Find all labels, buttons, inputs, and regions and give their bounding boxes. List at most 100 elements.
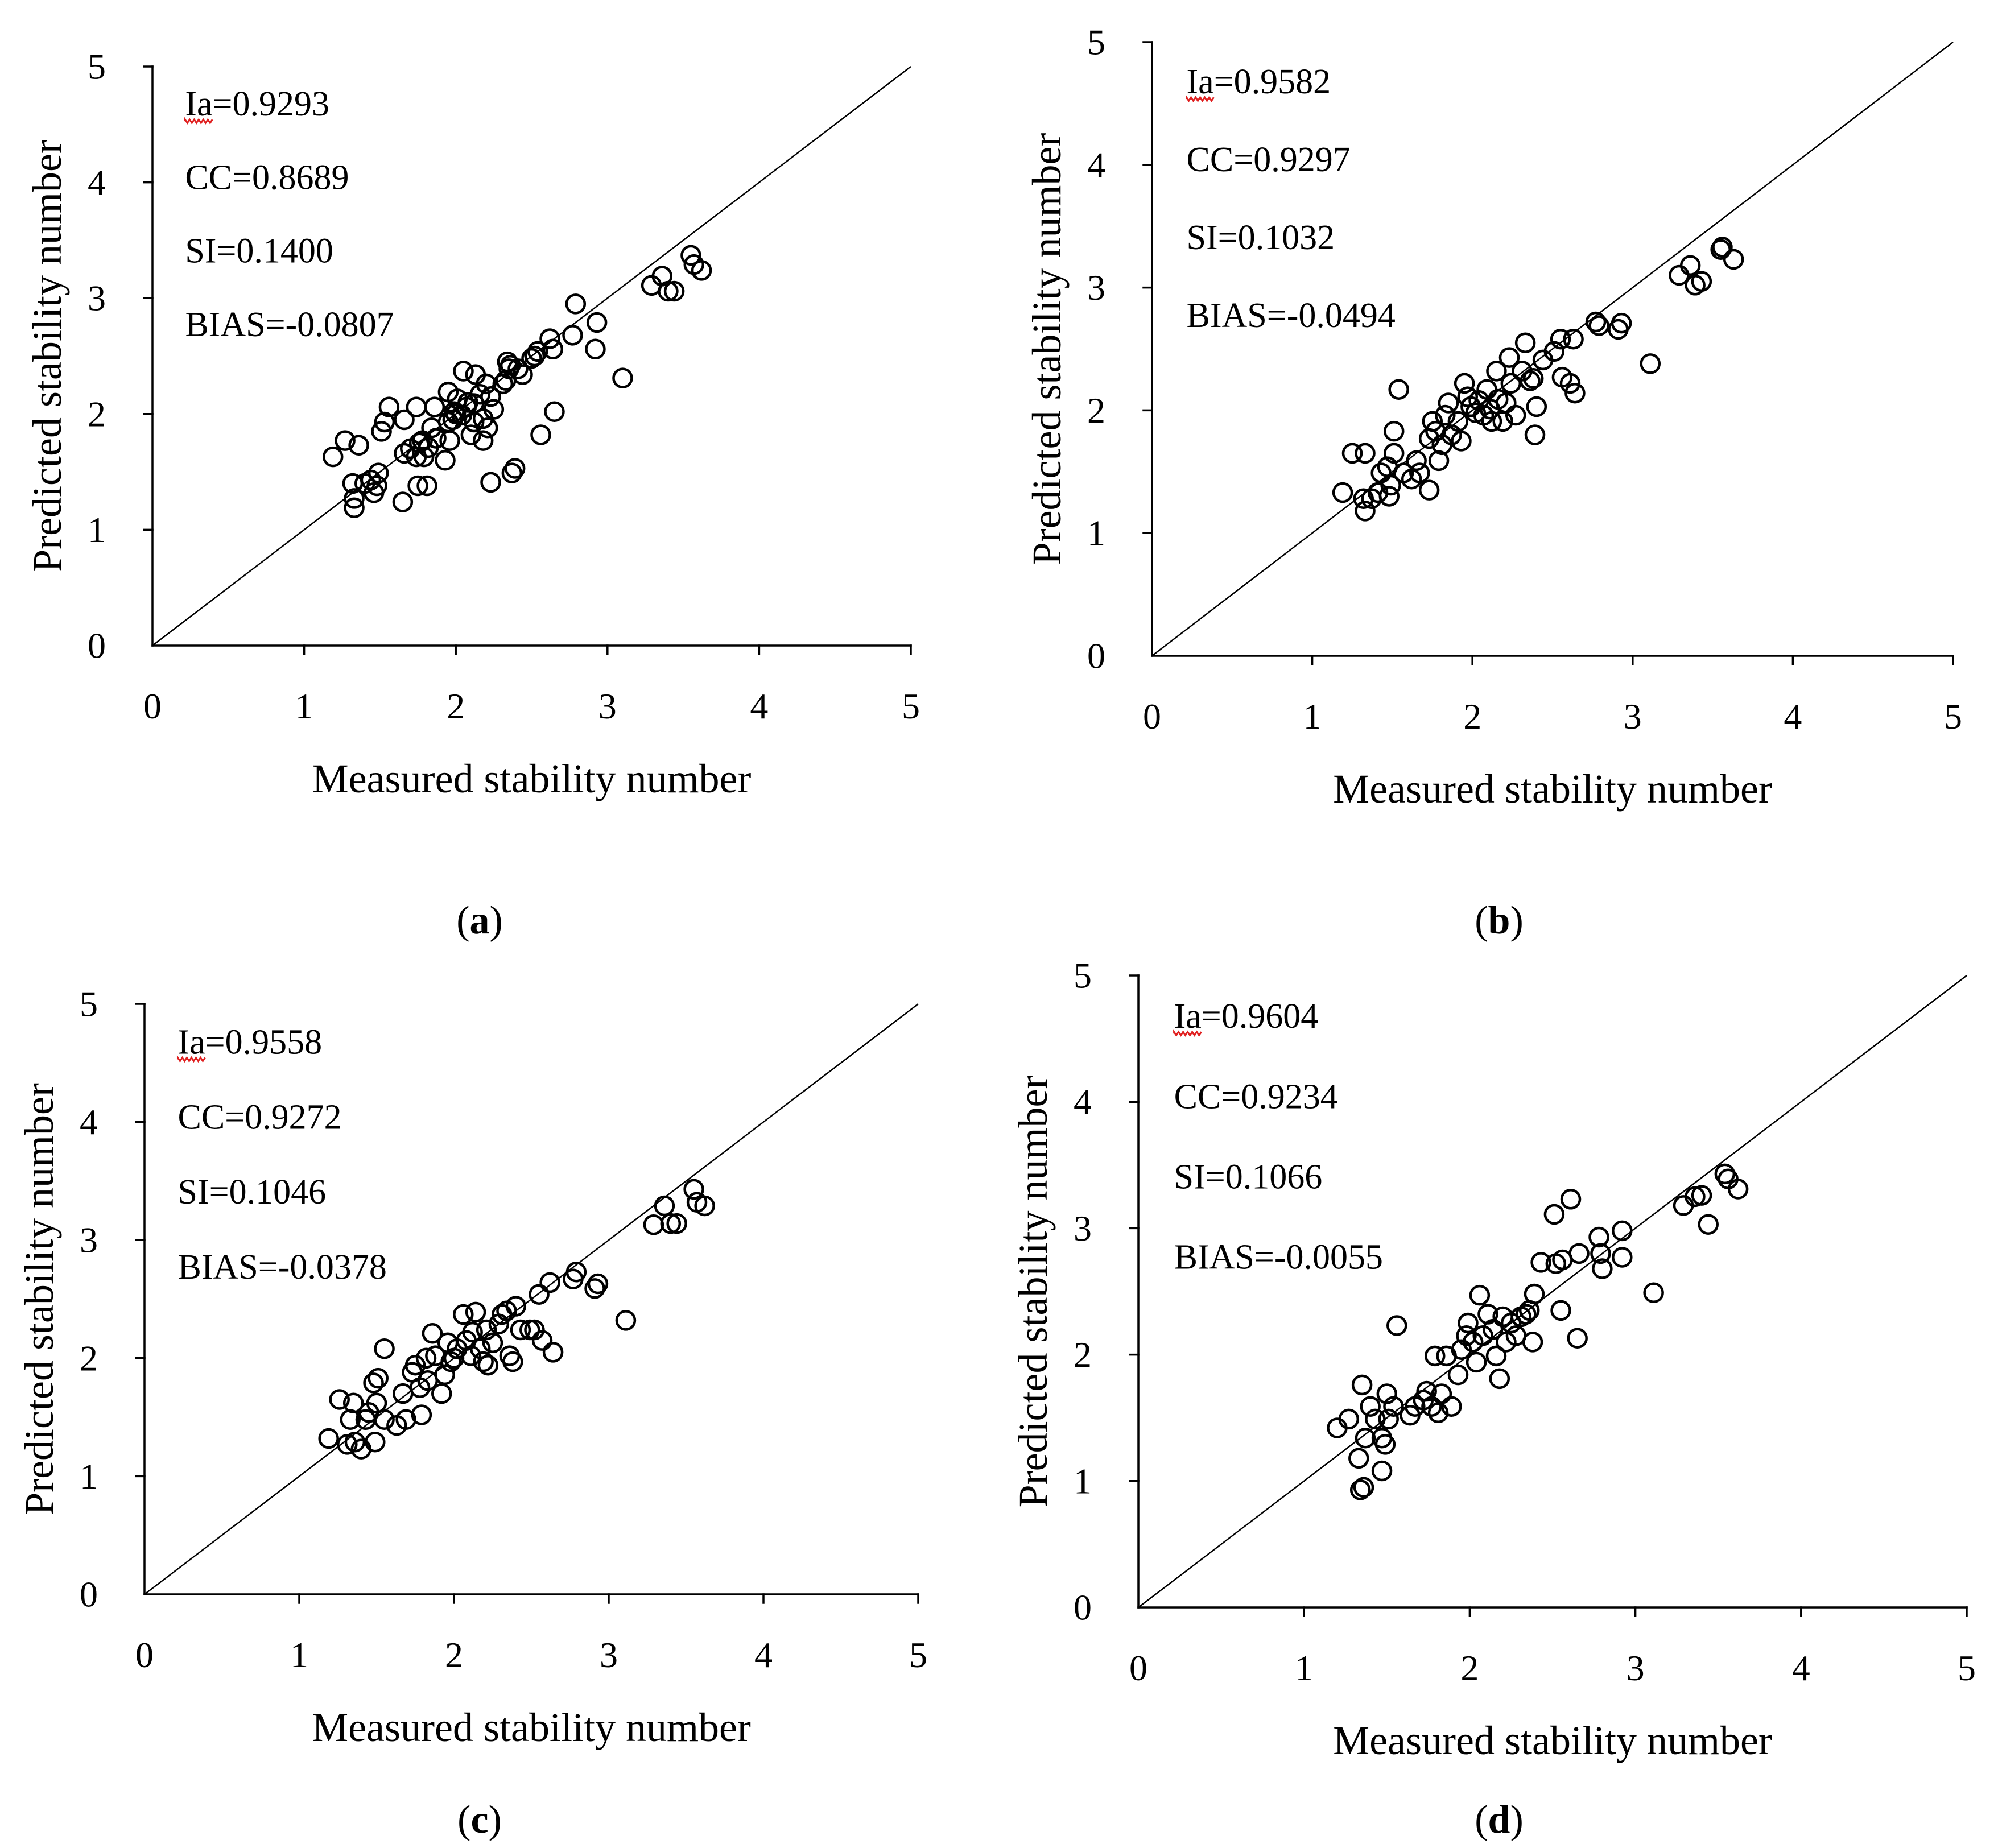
data-point	[435, 449, 456, 471]
data-point	[542, 1342, 564, 1363]
data-point	[1454, 373, 1475, 394]
data-point	[440, 1351, 461, 1372]
data-point	[1374, 1434, 1396, 1455]
caption-paren-close: )	[489, 1798, 502, 1842]
data-point	[453, 1304, 474, 1325]
data-point	[1341, 443, 1363, 464]
data-point	[1338, 1408, 1360, 1430]
data-point	[1355, 443, 1376, 464]
data-point	[531, 1330, 553, 1351]
data-point	[530, 424, 551, 445]
caption-paren-open: (	[456, 899, 469, 942]
stat-annotation: BIAS=-0.0055	[1174, 1238, 1383, 1277]
data-point	[505, 1296, 527, 1317]
data-point	[1543, 341, 1565, 362]
data-point	[439, 430, 460, 451]
data-point	[1424, 1345, 1446, 1367]
data-point	[368, 462, 389, 483]
data-point	[374, 411, 395, 433]
data-point	[1592, 1258, 1613, 1279]
y-tick-label: 0	[88, 626, 106, 666]
data-point	[615, 1310, 637, 1331]
data-point	[1422, 411, 1443, 432]
data-point	[542, 338, 564, 360]
data-point	[477, 417, 498, 439]
caption-paren-open: (	[457, 1798, 470, 1842]
y-tick-label: 0	[1074, 1587, 1092, 1628]
data-point	[1418, 479, 1440, 501]
data-point	[1383, 443, 1405, 464]
data-point	[663, 280, 685, 302]
data-point	[482, 1332, 503, 1354]
data-point	[411, 1404, 432, 1425]
x-tick-label: 3	[1627, 1648, 1645, 1688]
data-point	[1612, 1220, 1633, 1242]
data-point	[1568, 1243, 1590, 1264]
x-tick-label: 1	[295, 686, 313, 726]
stat-annotation: BIAS=-0.0807	[185, 305, 394, 344]
data-point	[529, 1284, 550, 1305]
data-point	[368, 1367, 389, 1389]
panel-caption: (c)	[457, 1798, 502, 1842]
data-point	[1588, 1226, 1609, 1248]
data-point	[1612, 1247, 1633, 1268]
y-tick-label: 4	[1087, 144, 1105, 185]
caption-paren-close: )	[490, 899, 503, 942]
data-point	[683, 1179, 704, 1200]
data-point	[480, 386, 501, 407]
x-axis-title: Measured stability number	[1333, 1718, 1772, 1763]
data-point	[1360, 1396, 1381, 1417]
panel-caption: (b)	[1475, 899, 1524, 942]
data-point	[1522, 1332, 1543, 1353]
data-point	[1355, 1428, 1376, 1449]
stat-annotation: Ia=0.9558	[177, 1023, 322, 1061]
data-point	[1522, 368, 1544, 389]
data-point	[691, 260, 712, 281]
data-point	[365, 1431, 386, 1453]
data-point	[1421, 1396, 1442, 1417]
data-point	[1691, 1185, 1712, 1206]
data-point	[1563, 328, 1584, 350]
data-point	[1489, 1368, 1510, 1390]
y-tick-label: 3	[88, 278, 106, 319]
stat-annotation: CC=0.8689	[185, 158, 349, 197]
data-point	[1458, 1312, 1479, 1334]
data-point	[463, 411, 485, 433]
data-point	[1723, 249, 1744, 270]
y-tick-label: 4	[1074, 1082, 1092, 1122]
data-point	[1520, 370, 1541, 391]
data-point	[394, 409, 415, 431]
data-point	[1505, 404, 1526, 426]
data-point	[472, 430, 494, 451]
panel-b: 0 1 2 3 4 5 0 1 2 3 4 5 Measured stability number Pre…	[1024, 22, 1962, 943]
data-point	[1378, 1408, 1399, 1430]
data-point	[465, 1301, 486, 1323]
data-point	[480, 472, 501, 493]
data-point	[1482, 1318, 1504, 1340]
x-tick-label: 2	[447, 686, 465, 726]
data-point	[415, 1347, 437, 1369]
y-axis-title: Predicted stability number	[1010, 1076, 1056, 1508]
data-point	[1427, 1402, 1449, 1424]
caption-paren-open: (	[1475, 899, 1488, 942]
stat-annotation: Ia=0.9293	[185, 85, 329, 123]
data-point	[1698, 1214, 1719, 1235]
x-tick-label: 0	[135, 1635, 154, 1675]
panel-caption: (d)	[1475, 1798, 1524, 1842]
caption-letter: d	[1488, 1798, 1510, 1842]
data-point	[1438, 392, 1459, 414]
data-point	[404, 1355, 426, 1376]
data-point	[476, 373, 497, 395]
x-tick-label: 2	[445, 1635, 463, 1675]
data-point	[469, 383, 491, 405]
stat-annotation: CC=0.9272	[177, 1098, 341, 1136]
y-tick-label: 2	[1074, 1334, 1092, 1375]
spellcheck-underline	[1186, 94, 1215, 102]
data-point	[374, 1338, 395, 1359]
stat-annotation: CC=0.9297	[1187, 140, 1351, 179]
data-point	[1611, 312, 1632, 334]
data-point	[504, 458, 526, 479]
data-point	[329, 1389, 350, 1410]
data-point	[1712, 237, 1733, 258]
caption-paren-close: )	[1510, 899, 1523, 942]
